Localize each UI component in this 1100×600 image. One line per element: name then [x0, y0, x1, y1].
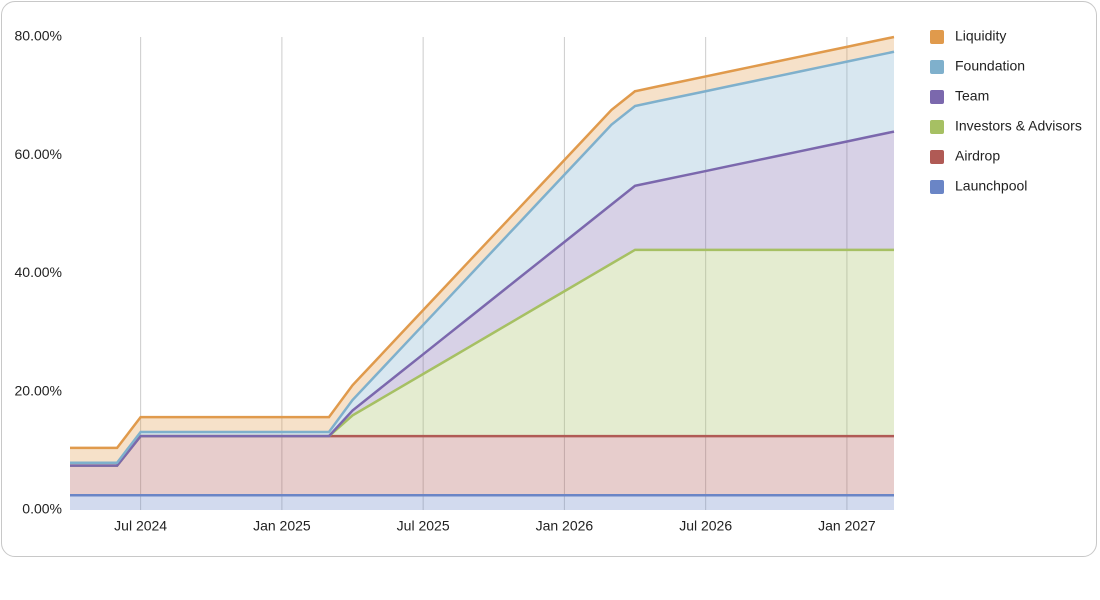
y-tick-label: 40.00% [15, 264, 62, 280]
x-tick-label: Jul 2025 [397, 518, 450, 534]
area-line [70, 50, 895, 464]
y-tick-label: 80.00% [15, 28, 62, 44]
y-tick-label: 60.00% [15, 146, 62, 162]
legend-swatch [930, 150, 944, 164]
legend-label: Liquidity [955, 28, 1006, 44]
legend-label: Team [955, 88, 989, 104]
area [70, 436, 894, 496]
legend-label: Launchpool [955, 178, 1027, 194]
area-line [70, 130, 895, 467]
area-line [70, 35, 895, 450]
x-tick-label: Jul 2024 [114, 518, 167, 534]
legend-label: Foundation [955, 58, 1025, 74]
areas [70, 37, 894, 510]
legend-swatch [930, 60, 944, 74]
lines [70, 35, 895, 497]
chart-frame [1, 1, 1097, 557]
legend-swatch [930, 180, 944, 194]
area [70, 37, 894, 463]
y-tick-label: 0.00% [22, 501, 62, 517]
legend-label: Airdrop [955, 148, 1000, 164]
legend-swatch [930, 120, 944, 134]
area [70, 131, 894, 466]
area [70, 249, 894, 466]
area [70, 495, 894, 510]
legend-swatch [930, 30, 944, 44]
y-tick-label: 20.00% [15, 382, 62, 398]
x-tick-label: Jan 2025 [253, 518, 311, 534]
area [70, 51, 894, 466]
x-tick-label: Jul 2026 [679, 518, 732, 534]
x-tick-label: Jan 2026 [536, 518, 594, 534]
legend-label: Investors & Advisors [955, 118, 1082, 134]
x-tick-label: Jan 2027 [818, 518, 876, 534]
legend-swatch [930, 90, 944, 104]
